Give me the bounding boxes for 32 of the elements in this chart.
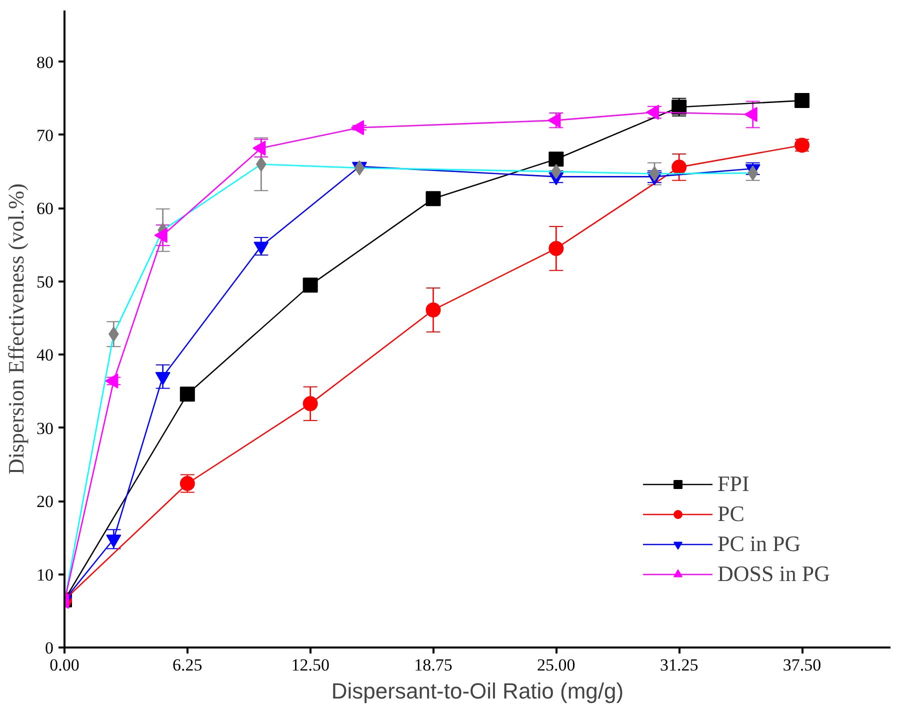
- point: [649, 166, 660, 182]
- x-tick-label: 31.25: [660, 656, 698, 674]
- x-tick-label: 37.50: [782, 656, 822, 674]
- y-tick-label: 60: [36, 199, 54, 218]
- legend-label: FPI: [718, 471, 750, 497]
- point: [548, 152, 564, 167]
- x-tick-label: 18.75: [414, 656, 452, 674]
- y-axis-title: Dispersion Effectiveness (vol.%): [4, 183, 28, 475]
- point: [302, 396, 318, 412]
- x-tick-label: 0.00: [50, 656, 80, 674]
- x-tick-label: 6.25: [172, 656, 202, 674]
- point: [426, 191, 441, 206]
- x-axis-title: Dispersant-to-Oil Ratio (mg/g): [331, 678, 624, 704]
- legend-label: PC in PG: [718, 531, 801, 557]
- point: [426, 302, 441, 318]
- legend-label: DOSS in PG: [718, 561, 830, 587]
- point: [548, 240, 564, 256]
- y-tick-label: 70: [36, 126, 54, 145]
- y-tick-label: 0: [45, 638, 54, 658]
- x-tick-label: 25.00: [537, 656, 576, 674]
- y-tick-label: 40: [36, 346, 54, 365]
- y-tick-label: 10: [36, 565, 54, 584]
- legend-label: PC: [718, 501, 744, 527]
- y-tick-label: 80: [36, 52, 54, 72]
- point: [794, 93, 810, 108]
- y-tick-label: 20: [36, 492, 54, 512]
- point: [302, 278, 318, 293]
- y-tick-label: 30: [36, 418, 54, 438]
- x-tick-label: 12.50: [291, 656, 330, 674]
- point: [672, 160, 687, 175]
- point: [180, 386, 195, 402]
- y-tick-label: 50: [36, 272, 54, 292]
